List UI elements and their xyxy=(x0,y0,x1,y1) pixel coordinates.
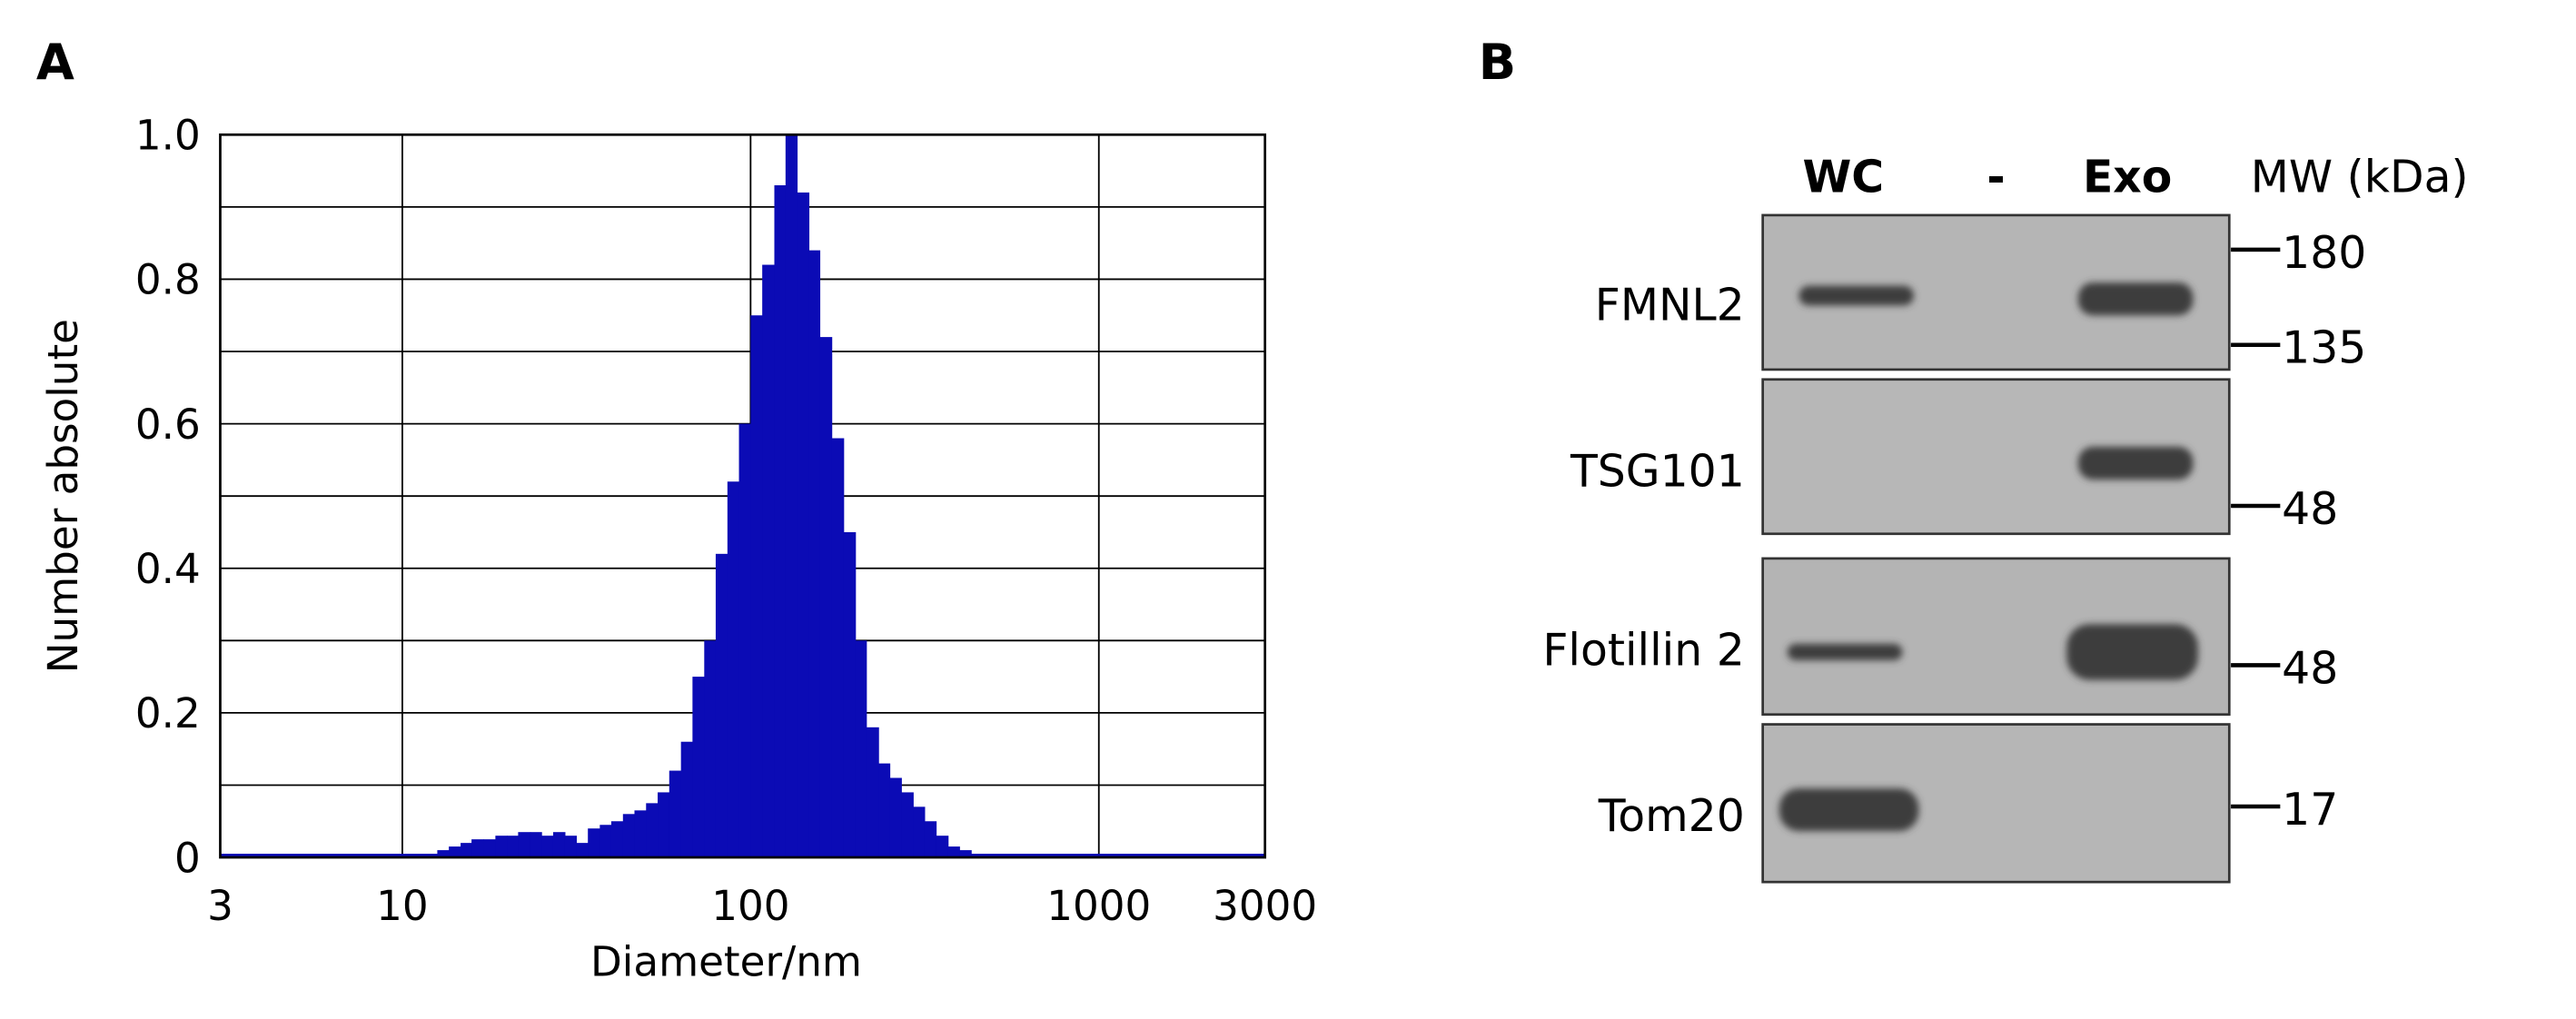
marker-label: 135 xyxy=(2282,322,2366,374)
bar xyxy=(588,828,600,858)
bar xyxy=(878,763,891,858)
panel-label: B xyxy=(1479,34,1516,91)
bar xyxy=(437,850,450,858)
bar xyxy=(692,677,705,858)
bar xyxy=(220,854,438,858)
bar xyxy=(576,843,589,858)
row-label: TSG101 xyxy=(1570,445,1745,497)
mw-header: MW (kDa) xyxy=(2251,152,2469,203)
bar xyxy=(518,832,531,858)
bar xyxy=(622,814,636,858)
bar xyxy=(819,337,833,858)
bar xyxy=(738,423,751,858)
y-axis-label: Number absolute xyxy=(39,319,87,673)
y-tick-label: 0.2 xyxy=(135,689,201,737)
bar xyxy=(483,839,496,858)
y-tick-label: 1.0 xyxy=(135,112,201,160)
band xyxy=(2066,624,2198,680)
bar xyxy=(564,836,578,858)
bar xyxy=(866,727,879,858)
bar xyxy=(924,821,937,858)
band xyxy=(2077,282,2194,316)
x-tick-label: 3 xyxy=(207,882,233,930)
bar xyxy=(889,777,902,858)
marker-label: 17 xyxy=(2282,784,2338,836)
y-tick-label: 0.4 xyxy=(135,545,201,593)
bar xyxy=(913,806,926,858)
bar xyxy=(808,250,821,858)
panel-label: A xyxy=(36,34,74,91)
bar xyxy=(471,839,484,858)
row-label: Tom20 xyxy=(1598,790,1745,842)
bar xyxy=(936,836,949,858)
marker-label: 48 xyxy=(2282,483,2338,535)
blot-panels xyxy=(1761,213,2231,884)
bar xyxy=(971,854,1266,858)
bar xyxy=(715,553,728,858)
bar xyxy=(495,836,508,858)
bar xyxy=(843,531,857,858)
bar xyxy=(599,825,612,858)
bar xyxy=(552,832,566,858)
bar xyxy=(762,264,776,858)
lane-label: WC xyxy=(1802,152,1884,203)
bar xyxy=(797,192,810,858)
bar xyxy=(785,134,798,858)
x-axis-label: Diameter/nm xyxy=(590,937,862,985)
y-tick-label: 0.6 xyxy=(135,401,201,449)
bar xyxy=(727,481,740,858)
bar xyxy=(658,792,670,858)
row-label: Flotillin 2 xyxy=(1542,624,1744,676)
band xyxy=(1798,285,1915,306)
row-label: FMNL2 xyxy=(1595,280,1745,331)
bar xyxy=(530,832,542,858)
marker-label: 48 xyxy=(2282,642,2338,694)
lane-label: - xyxy=(1986,152,2005,203)
band xyxy=(2077,446,2194,480)
bar xyxy=(669,770,682,858)
marker-label: 180 xyxy=(2282,227,2366,279)
x-tick-label: 10 xyxy=(376,882,429,930)
bar xyxy=(831,438,845,858)
bar xyxy=(646,803,659,858)
bar xyxy=(959,850,972,858)
y-tick-label: 0 xyxy=(174,834,201,882)
x-tick-label: 1000 xyxy=(1046,882,1151,930)
x-tick-label: 100 xyxy=(711,882,789,930)
bar xyxy=(901,792,914,858)
bar xyxy=(541,836,554,858)
bar xyxy=(855,640,867,858)
band xyxy=(1778,788,1919,832)
x-tick-label: 3000 xyxy=(1213,882,1317,930)
bar xyxy=(947,846,960,858)
band xyxy=(1787,643,1903,661)
bar xyxy=(507,836,519,858)
bar xyxy=(610,821,624,858)
bar xyxy=(774,185,787,858)
bar xyxy=(750,315,763,858)
plot-frame xyxy=(219,133,1267,859)
bar xyxy=(461,843,472,858)
bar xyxy=(449,846,461,858)
y-tick-label: 0.8 xyxy=(135,256,201,304)
bar xyxy=(634,810,647,858)
lane-label: Exo xyxy=(2083,152,2172,203)
bar xyxy=(680,741,693,858)
bar xyxy=(704,640,717,858)
